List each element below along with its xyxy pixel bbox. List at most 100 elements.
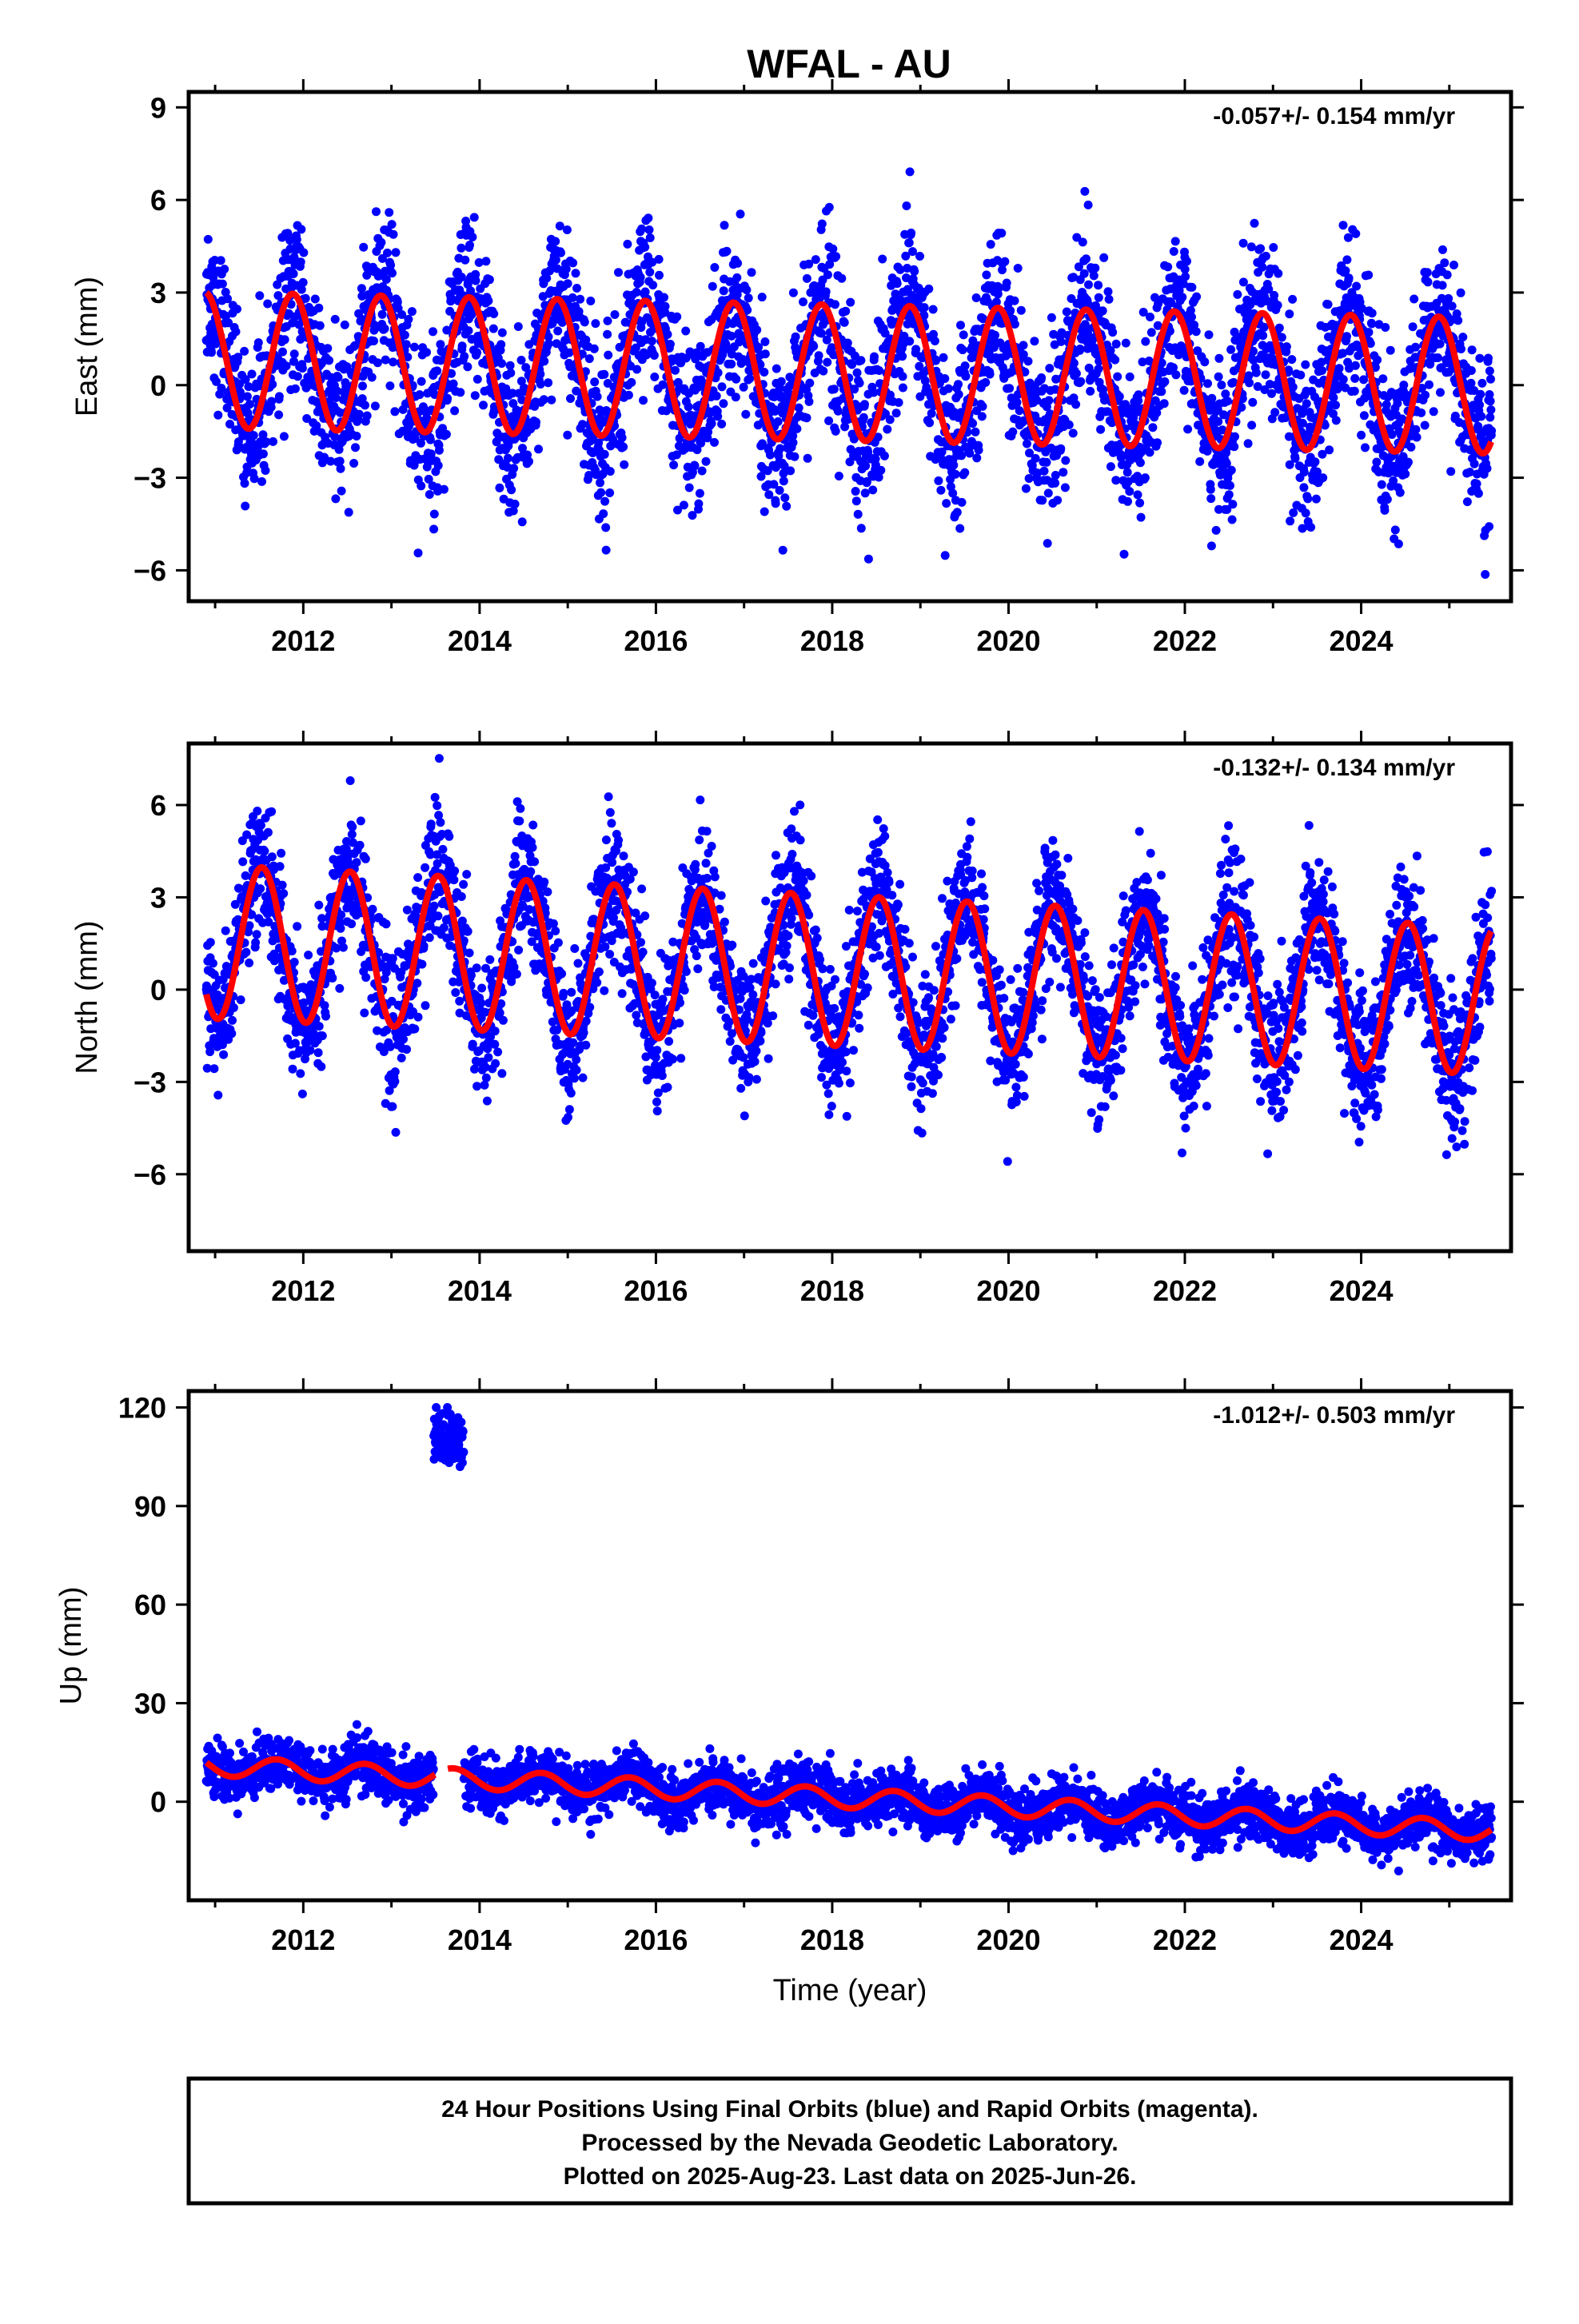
data-point: [1474, 489, 1483, 498]
data-point: [1024, 357, 1033, 365]
data-point: [1023, 440, 1031, 448]
data-point: [323, 344, 332, 353]
data-point: [397, 1054, 406, 1062]
data-point: [906, 167, 915, 176]
data-point: [758, 293, 767, 301]
data-point: [381, 325, 389, 333]
data-point: [289, 1065, 297, 1074]
data-point: [267, 807, 276, 816]
data-point: [1205, 330, 1214, 339]
data-point: [482, 1074, 491, 1082]
data-point: [507, 485, 516, 494]
data-point: [1014, 264, 1023, 273]
data-point: [1247, 421, 1256, 429]
data-point: [875, 366, 883, 375]
data-point: [280, 432, 289, 440]
data-point: [1332, 416, 1341, 425]
data-point: [445, 832, 453, 841]
data-point: [360, 1009, 369, 1018]
data-point: [564, 279, 572, 288]
data-point: [458, 341, 467, 350]
data-point: [1486, 375, 1495, 384]
data-point: [720, 286, 728, 295]
data-point: [1481, 570, 1489, 579]
data-point: [1134, 490, 1142, 499]
data-point: [645, 268, 654, 277]
data-point: [1096, 425, 1105, 434]
data-point: [1303, 494, 1312, 503]
data-point: [253, 930, 261, 939]
data-point: [1182, 257, 1191, 265]
data-point: [249, 431, 258, 440]
data-point: [435, 754, 444, 763]
data-point: [408, 307, 417, 316]
data-point: [1342, 332, 1351, 341]
data-point: [925, 418, 934, 427]
data-point: [1230, 442, 1238, 451]
data-point: [740, 383, 748, 392]
data-point: [1015, 406, 1024, 415]
data-point: [1051, 479, 1059, 488]
data-point: [655, 255, 664, 264]
data-point: [646, 233, 655, 242]
data-point: [209, 959, 217, 968]
data-point: [410, 343, 419, 352]
data-point: [1477, 379, 1486, 388]
data-point: [1113, 373, 1122, 381]
data-point: [314, 304, 323, 313]
data-point: [1329, 393, 1338, 402]
data-point: [346, 776, 355, 785]
data-point: [717, 420, 726, 429]
data-point: [296, 1069, 305, 1078]
data-point: [1094, 281, 1103, 289]
data-point: [1468, 345, 1477, 354]
data-point: [430, 510, 439, 519]
data-point: [1393, 399, 1402, 408]
data-point: [229, 1003, 238, 1012]
data-point: [961, 372, 970, 381]
data-point: [1286, 516, 1294, 525]
data-point: [1457, 345, 1465, 353]
data-point: [1342, 255, 1351, 264]
data-point: [1302, 399, 1311, 408]
x-tick-label: 2024: [1329, 624, 1393, 657]
data-point: [427, 819, 436, 828]
data-point: [251, 939, 260, 947]
data-point: [632, 288, 641, 297]
data-point: [987, 240, 995, 249]
data-point: [853, 369, 862, 377]
data-point: [377, 238, 385, 247]
data-point: [1226, 345, 1235, 354]
data-point: [744, 293, 753, 302]
data-point: [1424, 277, 1433, 286]
data-point: [514, 946, 523, 955]
data-point: [1383, 495, 1392, 504]
data-point: [736, 209, 745, 218]
data-point: [776, 486, 784, 495]
data-point: [289, 269, 298, 278]
data-point: [1453, 316, 1462, 325]
data-point: [834, 407, 843, 416]
data-point: [221, 927, 230, 935]
data-point: [1051, 471, 1060, 480]
data-point: [321, 1012, 330, 1021]
data-point: [472, 277, 480, 285]
data-point: [944, 385, 953, 393]
data-point: [637, 225, 646, 233]
data-point: [336, 456, 345, 465]
data-point: [479, 401, 488, 409]
data-point: [1436, 388, 1445, 397]
data-point: [1063, 308, 1071, 317]
data-point: [1278, 333, 1286, 342]
data-point: [1239, 277, 1248, 286]
data-point: [440, 485, 449, 494]
data-point: [650, 373, 659, 381]
data-point: [975, 446, 983, 455]
data-point: [811, 255, 820, 264]
data-point: [1233, 290, 1242, 299]
data-point: [694, 500, 703, 508]
data-point: [929, 305, 938, 314]
data-point: [907, 229, 915, 237]
data-point: [241, 502, 249, 511]
